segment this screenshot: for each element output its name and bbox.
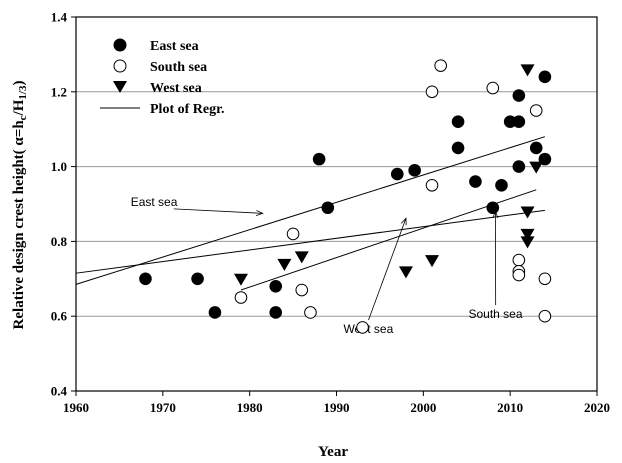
- point-south-3: [304, 306, 317, 319]
- point-east-17: [512, 160, 526, 173]
- x-axis-label: Year: [318, 444, 348, 460]
- point-south-1: [286, 227, 300, 241]
- point-west-1: [277, 258, 292, 271]
- annotation-arrowhead-1: [400, 217, 407, 226]
- y-axis-label-end: ): [11, 81, 27, 86]
- point-west-7: [520, 228, 535, 241]
- point-east-15: [512, 115, 526, 129]
- point-east-10: [451, 141, 465, 155]
- y-tick-label-0: 0.4: [51, 384, 68, 399]
- y-axis-label-sub2: 1/3: [17, 85, 29, 100]
- regression-line-0: [75, 136, 546, 285]
- point-south-14: [538, 309, 552, 323]
- regression-line-1: [75, 209, 545, 274]
- point-west-6: [520, 206, 535, 219]
- y-tick-label-4: 1.2: [51, 84, 67, 99]
- grid-lines: [76, 91, 597, 317]
- point-south-9: [512, 253, 526, 267]
- point-south-13: [538, 272, 552, 286]
- y-axis-label-sub1: c: [17, 115, 29, 120]
- x-tick-label-2: 1980: [237, 400, 263, 415]
- x-tick-label-4: 2000: [410, 400, 436, 415]
- annotation-arrow-0: [173, 208, 263, 214]
- point-west-2: [294, 251, 309, 264]
- x-tick-label-6: 2020: [584, 400, 610, 415]
- legend-south-label: South sea: [150, 60, 207, 75]
- point-east-18: [529, 141, 543, 155]
- legend-south-marker: [113, 59, 127, 73]
- point-east-16: [512, 89, 526, 102]
- point-east-14: [503, 115, 517, 129]
- point-south-2: [295, 283, 309, 297]
- y-axis-label-mid: /H: [11, 99, 27, 116]
- point-east-0: [139, 272, 152, 286]
- point-east-19: [538, 70, 552, 84]
- legend-west-marker: [113, 81, 127, 93]
- legend-regr-label: Plot of Regr.: [150, 102, 225, 117]
- point-east-2: [208, 306, 222, 319]
- y-tick-label-3: 1.0: [51, 159, 67, 174]
- point-south-0: [234, 291, 248, 304]
- x-tick-label-5: 2010: [497, 400, 523, 415]
- legend-east-label: East sea: [150, 39, 199, 54]
- legend: East sea South sea West sea Plot of Regr…: [100, 38, 225, 117]
- annotation-arrow-1: [368, 218, 407, 321]
- point-south-12: [529, 104, 543, 117]
- point-west-5: [520, 64, 535, 77]
- point-east-12: [486, 201, 500, 215]
- point-east-3: [269, 279, 283, 293]
- point-east-7: [390, 167, 404, 181]
- point-east-5: [312, 152, 326, 166]
- x-tick-label-1: 1970: [150, 400, 176, 415]
- point-south-8: [486, 81, 500, 95]
- point-west-9: [529, 161, 544, 174]
- point-east-8: [408, 164, 421, 177]
- point-west-4: [425, 255, 440, 268]
- annotation-label-0: East sea: [131, 195, 178, 209]
- axis-ticks: 1960 1970 1980 1990 2000 2010 2020 0.4 0.6 0.8 1.0…: [51, 10, 610, 416]
- point-east-6: [321, 201, 335, 215]
- data-points: [139, 59, 552, 334]
- regression-lines: [75, 136, 546, 291]
- point-south-6: [425, 179, 439, 192]
- x-tick-label-0: 1960: [63, 400, 89, 415]
- y-axis-label-main: Relative design crest height( α=h: [11, 120, 27, 330]
- y-axis-label: Relative design crest height( α=hc/H1/3): [11, 81, 29, 330]
- y-tick-label-2: 0.8: [51, 234, 68, 249]
- point-east-1: [191, 272, 204, 286]
- annotation-arrowhead-0: [255, 210, 264, 216]
- point-west-0: [233, 273, 248, 286]
- point-east-13: [495, 179, 508, 192]
- point-south-11: [512, 268, 526, 282]
- x-tick-label-3: 1990: [324, 400, 350, 415]
- point-south-7: [434, 59, 448, 72]
- legend-east-marker: [113, 38, 127, 52]
- point-west-3: [398, 266, 413, 279]
- y-tick-label-1: 0.6: [51, 309, 68, 324]
- legend-west-label: West sea: [150, 81, 202, 96]
- point-south-4: [356, 321, 369, 334]
- point-south-5: [425, 85, 439, 99]
- point-west-8: [520, 236, 535, 249]
- annotation-label-2: South sea: [468, 307, 522, 321]
- point-east-11: [469, 175, 482, 188]
- point-east-4: [269, 306, 283, 319]
- point-east-9: [451, 115, 465, 129]
- y-tick-label-5: 1.4: [51, 10, 68, 25]
